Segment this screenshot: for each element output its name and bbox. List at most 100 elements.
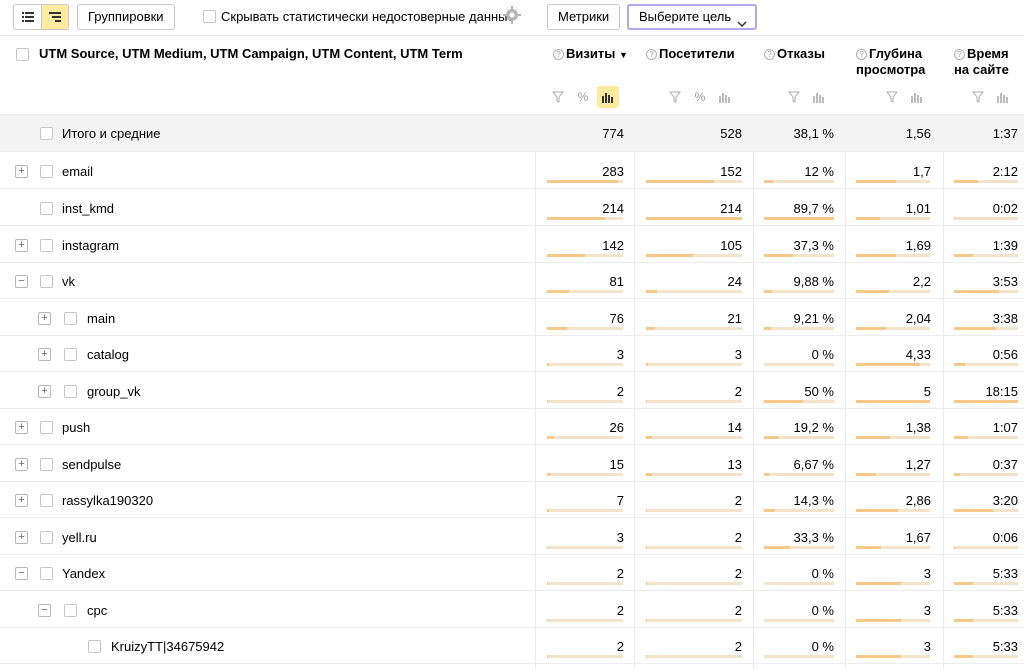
table-row[interactable]: + rassylka190320 7 2 14,3 % 2,86 3:20 <box>0 482 1024 518</box>
row-label[interactable]: vk <box>62 274 75 289</box>
bar-chart-icon[interactable] <box>808 86 830 108</box>
table-row[interactable]: + main 76 21 9,21 % 2,04 3:38 <box>0 300 1024 336</box>
filter-icon[interactable] <box>664 86 686 108</box>
row-label[interactable]: Yandex <box>62 566 106 581</box>
row-label[interactable]: catalog <box>87 347 129 362</box>
row-label[interactable]: push <box>62 420 91 435</box>
bar-chart-icon[interactable] <box>992 86 1014 108</box>
row-checkbox[interactable] <box>40 458 53 471</box>
time-bar <box>954 546 1018 549</box>
plus-icon[interactable]: + <box>38 312 51 325</box>
table-row[interactable]: inst_kmd 214 214 89,7 % 1,01 0:02 <box>0 190 1024 226</box>
question-icon[interactable]: ? <box>856 49 867 60</box>
plus-icon[interactable]: + <box>38 348 51 361</box>
bar-chart-icon[interactable] <box>597 86 619 108</box>
plus-icon[interactable]: + <box>38 385 51 398</box>
select-all-checkbox[interactable] <box>16 48 29 61</box>
table-row[interactable]: KruizyTT|34675942 2 2 0 % 3 5:33 <box>0 628 1024 664</box>
depth-bar <box>856 509 930 512</box>
row-label[interactable]: email <box>62 164 94 179</box>
filter-icon[interactable] <box>783 86 805 108</box>
cell-visitors: 528 <box>720 126 742 141</box>
row-label[interactable]: instagram <box>62 238 120 253</box>
row-checkbox[interactable] <box>64 312 77 325</box>
groupings-button[interactable]: Группировки <box>77 4 175 30</box>
goal-select[interactable]: Выберите цель <box>627 4 758 30</box>
plus-icon[interactable]: + <box>15 421 28 434</box>
table-row[interactable]: + catalog 3 3 0 % 4,33 0:56 <box>0 336 1024 372</box>
row-checkbox[interactable] <box>40 494 53 507</box>
filter-icon[interactable] <box>547 86 569 108</box>
plus-icon[interactable]: + <box>15 239 28 252</box>
depth-tools <box>878 86 928 108</box>
bounce-bar <box>764 327 834 330</box>
row-checkbox[interactable] <box>40 202 53 215</box>
visitors-bar <box>646 655 742 658</box>
dimension-header[interactable]: UTM Source, UTM Medium, UTM Campaign, UT… <box>39 46 463 61</box>
minus-icon[interactable]: − <box>38 604 51 617</box>
row-label[interactable]: inst_kmd <box>62 201 115 216</box>
cell-visitors: 105 <box>720 238 742 253</box>
minus-icon[interactable]: − <box>15 567 28 580</box>
percent-icon[interactable]: % <box>694 90 706 104</box>
header-visits[interactable]: ? Визиты ▼ <box>553 46 628 63</box>
row-checkbox[interactable] <box>64 348 77 361</box>
table-row[interactable]: + push 26 14 19,2 % 1,38 1:07 <box>0 409 1024 445</box>
table-row[interactable]: + instagram 142 105 37,3 % 1,69 1:39 <box>0 227 1024 263</box>
table-row[interactable]: − cpc 2 2 0 % 3 5:33 <box>0 592 1024 628</box>
plus-icon[interactable]: + <box>15 531 28 544</box>
table-row[interactable]: + email 283 152 12 % 1,7 2:12 <box>0 153 1024 189</box>
time-bar <box>954 363 1018 366</box>
column-divider <box>634 36 635 669</box>
header-time[interactable]: ? Время на сайте <box>954 46 1009 77</box>
bar-chart-icon[interactable] <box>714 86 736 108</box>
metrics-button[interactable]: Метрики <box>547 4 621 30</box>
row-checkbox[interactable] <box>40 275 53 288</box>
row-label[interactable]: yell.ru <box>62 530 97 545</box>
header-bounce[interactable]: ? Отказы <box>764 46 825 62</box>
row-label[interactable]: KruizyTT|34675942 <box>111 639 225 654</box>
minus-icon[interactable]: − <box>15 275 28 288</box>
plus-icon[interactable]: + <box>15 494 28 507</box>
filter-icon[interactable] <box>881 86 903 108</box>
question-icon[interactable]: ? <box>553 49 564 60</box>
row-checkbox[interactable] <box>64 385 77 398</box>
cell-bounce: 0 % <box>811 603 834 618</box>
row-label[interactable]: main <box>87 311 116 326</box>
visitors-tools: % <box>661 86 736 108</box>
row-checkbox[interactable] <box>40 165 53 178</box>
row-checkbox[interactable] <box>40 239 53 252</box>
percent-icon[interactable]: % <box>577 90 589 104</box>
row-label[interactable]: cpc <box>87 603 108 618</box>
table-row[interactable]: + yell.ru 3 2 33,3 % 1,67 0:06 <box>0 519 1024 555</box>
header-visitors[interactable]: ? Посетители <box>646 46 735 62</box>
row-label[interactable]: rassylka190320 <box>62 493 154 508</box>
row-checkbox[interactable] <box>40 421 53 434</box>
bar-chart-icon[interactable] <box>906 86 928 108</box>
row-checkbox[interactable] <box>64 604 77 617</box>
row-label[interactable]: sendpulse <box>62 457 122 472</box>
depth-bar <box>856 436 930 439</box>
row-checkbox[interactable] <box>88 640 101 653</box>
depth-bar <box>856 217 930 220</box>
cell-visitors: 24 <box>727 274 742 289</box>
table-row[interactable]: − Yandex 2 2 0 % 3 5:33 <box>0 555 1024 591</box>
row-label[interactable]: group_vk <box>87 384 141 399</box>
table-row[interactable]: − vk 81 24 9,88 % 2,2 3:53 <box>0 263 1024 299</box>
gear-icon[interactable] <box>503 6 521 27</box>
row-checkbox[interactable] <box>40 567 53 580</box>
row-checkbox[interactable] <box>40 127 53 140</box>
header-depth[interactable]: ? Глубина просмотра <box>856 46 926 77</box>
row-checkbox[interactable] <box>40 531 53 544</box>
plus-icon[interactable]: + <box>15 165 28 178</box>
list-icon[interactable] <box>14 5 41 29</box>
question-icon[interactable]: ? <box>764 49 775 60</box>
tree-icon[interactable] <box>41 5 68 29</box>
plus-icon[interactable]: + <box>15 458 28 471</box>
hide-unreliable-checkbox[interactable] <box>203 10 216 23</box>
question-icon[interactable]: ? <box>646 49 657 60</box>
table-row[interactable]: + sendpulse 15 13 6,67 % 1,27 0:37 <box>0 446 1024 482</box>
table-row[interactable]: + group_vk 2 2 50 % 5 18:15 <box>0 373 1024 409</box>
question-icon[interactable]: ? <box>954 49 965 60</box>
filter-icon[interactable] <box>967 86 989 108</box>
